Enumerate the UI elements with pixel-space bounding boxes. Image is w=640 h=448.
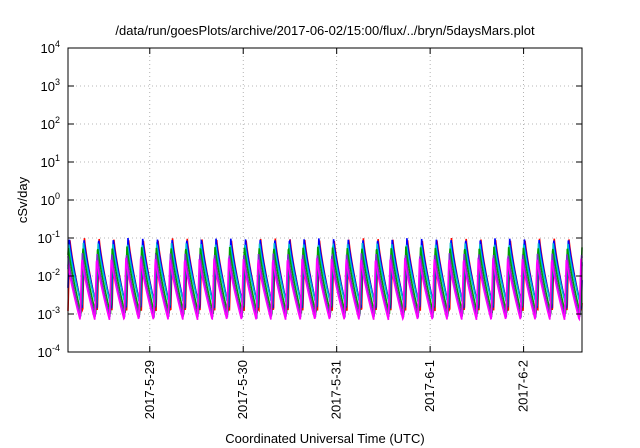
- chart-title: /data/run/goesPlots/archive/2017-06-02/1…: [115, 23, 535, 38]
- x-tick-label: 2017-5-30: [235, 360, 250, 419]
- y-tick-label: 10-2: [38, 267, 60, 284]
- series-lines: [67, 237, 583, 322]
- y-tick-label: 104: [41, 39, 60, 56]
- y-tick-label: 103: [41, 77, 60, 94]
- y-tick-label: 10-1: [38, 229, 60, 246]
- x-tick-label: 2017-5-31: [329, 360, 344, 419]
- x-tick-label: 2017-6-1: [422, 360, 437, 412]
- y-tick-label: 100: [41, 191, 60, 208]
- x-tick-label: 2017-6-2: [516, 360, 531, 412]
- y-axis-label: cSv/day: [15, 176, 30, 223]
- y-tick-label: 101: [41, 153, 60, 170]
- series-line: [67, 257, 583, 322]
- y-tick-label: 10-4: [38, 343, 60, 360]
- y-axis: 10-4 10-3 10-2 10-1 100 101 102 103 104: [38, 39, 582, 360]
- x-axis: 2017-5-29 2017-5-30 2017-5-31 2017-6-1 2017-…: [142, 48, 531, 419]
- x-axis-label: Coordinated Universal Time (UTC): [225, 431, 424, 446]
- y-tick-label: 10-3: [38, 305, 60, 322]
- y-tick-label: 102: [41, 115, 60, 132]
- x-tick-label: 2017-5-29: [142, 360, 157, 419]
